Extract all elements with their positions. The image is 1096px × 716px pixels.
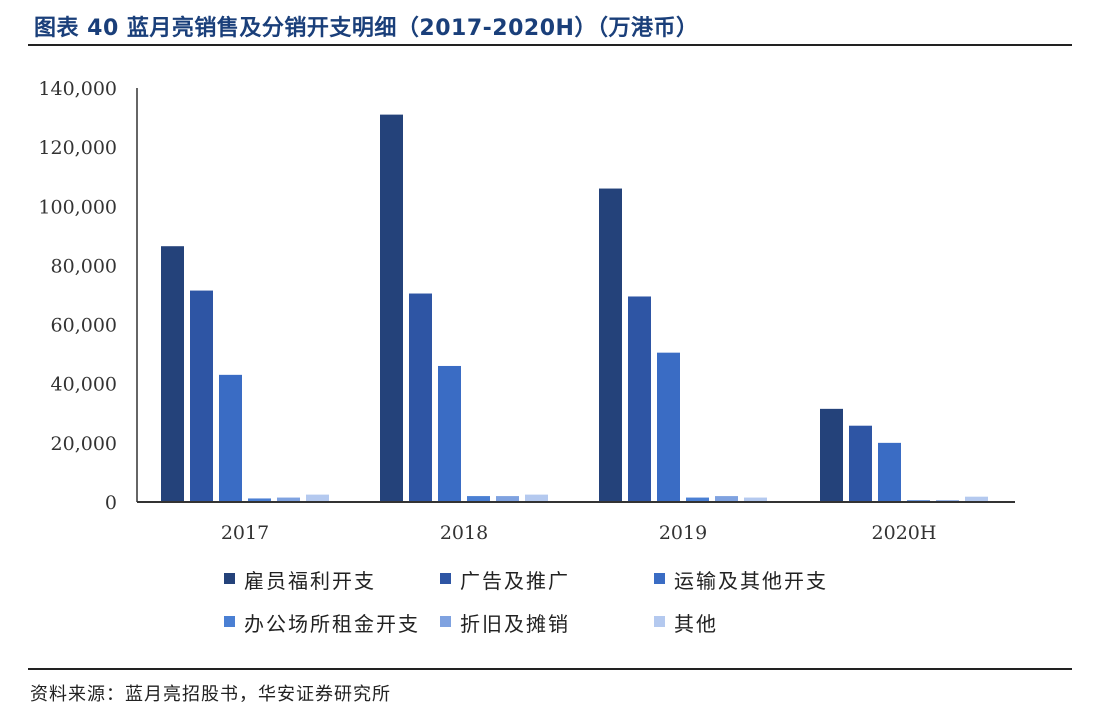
- bar: [820, 408, 843, 502]
- title-rule: [28, 44, 1072, 46]
- x-tick-label: 2018: [440, 522, 488, 544]
- legend-label: 运输及其他开支: [674, 569, 828, 593]
- bar: [686, 497, 709, 502]
- x-tick-label: 2019: [659, 522, 707, 544]
- legend-swatch: [654, 616, 665, 627]
- source-note: 资料来源：蓝月亮招股书，华安证券研究所: [30, 684, 391, 705]
- bar: [380, 114, 403, 502]
- y-tick-label: 140,000: [38, 78, 117, 100]
- bar: [657, 352, 680, 502]
- chart-title: 图表 40 蓝月亮销售及分销开支明细（2017-2020H）（万港币）: [34, 16, 699, 41]
- bar: [744, 497, 767, 502]
- bar: [599, 188, 622, 503]
- y-tick-label: 120,000: [38, 137, 117, 159]
- source-rule: [28, 668, 1072, 670]
- bar: [496, 496, 519, 502]
- y-tick-label: 20,000: [51, 433, 117, 455]
- legend-swatch: [224, 616, 235, 627]
- bars: [161, 114, 988, 503]
- bar: [219, 374, 242, 502]
- bar: [277, 497, 300, 502]
- y-axis: 0 20,000 40,000 60,000 80,000 100,000 120,000 1…: [38, 78, 138, 514]
- legend-label: 广告及推广: [460, 569, 570, 593]
- bar: [409, 293, 432, 502]
- bar: [965, 496, 988, 502]
- bar: [628, 296, 651, 502]
- legend-swatch: [224, 573, 235, 584]
- bar-chart: 0 20,000 40,000 60,000 80,000 100,000 120,000 1…: [38, 78, 1015, 636]
- bar: [467, 496, 490, 502]
- y-tick-label: 40,000: [51, 374, 117, 396]
- legend-swatch: [654, 573, 665, 584]
- bar: [525, 494, 548, 502]
- bar: [438, 365, 461, 502]
- y-tick-label: 0: [105, 492, 117, 514]
- bar: [248, 498, 271, 502]
- bar: [715, 496, 738, 502]
- bar: [849, 425, 872, 502]
- legend-swatch: [440, 616, 451, 627]
- bar: [161, 246, 184, 502]
- y-tick-label: 80,000: [51, 255, 117, 277]
- legend-swatch: [440, 573, 451, 584]
- legend-label: 办公场所租金开支: [244, 612, 420, 636]
- legend-label: 其他: [674, 612, 718, 636]
- x-tick-label: 2020H: [872, 522, 937, 544]
- x-tick-label: 2017: [221, 522, 269, 544]
- legend-label: 雇员福利开支: [244, 569, 376, 593]
- y-tick-label: 100,000: [38, 196, 117, 218]
- bar: [190, 290, 213, 502]
- x-axis: 2017 2018 2019 2020H: [137, 501, 1015, 544]
- bar: [306, 494, 329, 502]
- bar: [878, 442, 901, 502]
- legend-label: 折旧及摊销: [460, 612, 570, 636]
- y-tick-label: 60,000: [51, 315, 117, 337]
